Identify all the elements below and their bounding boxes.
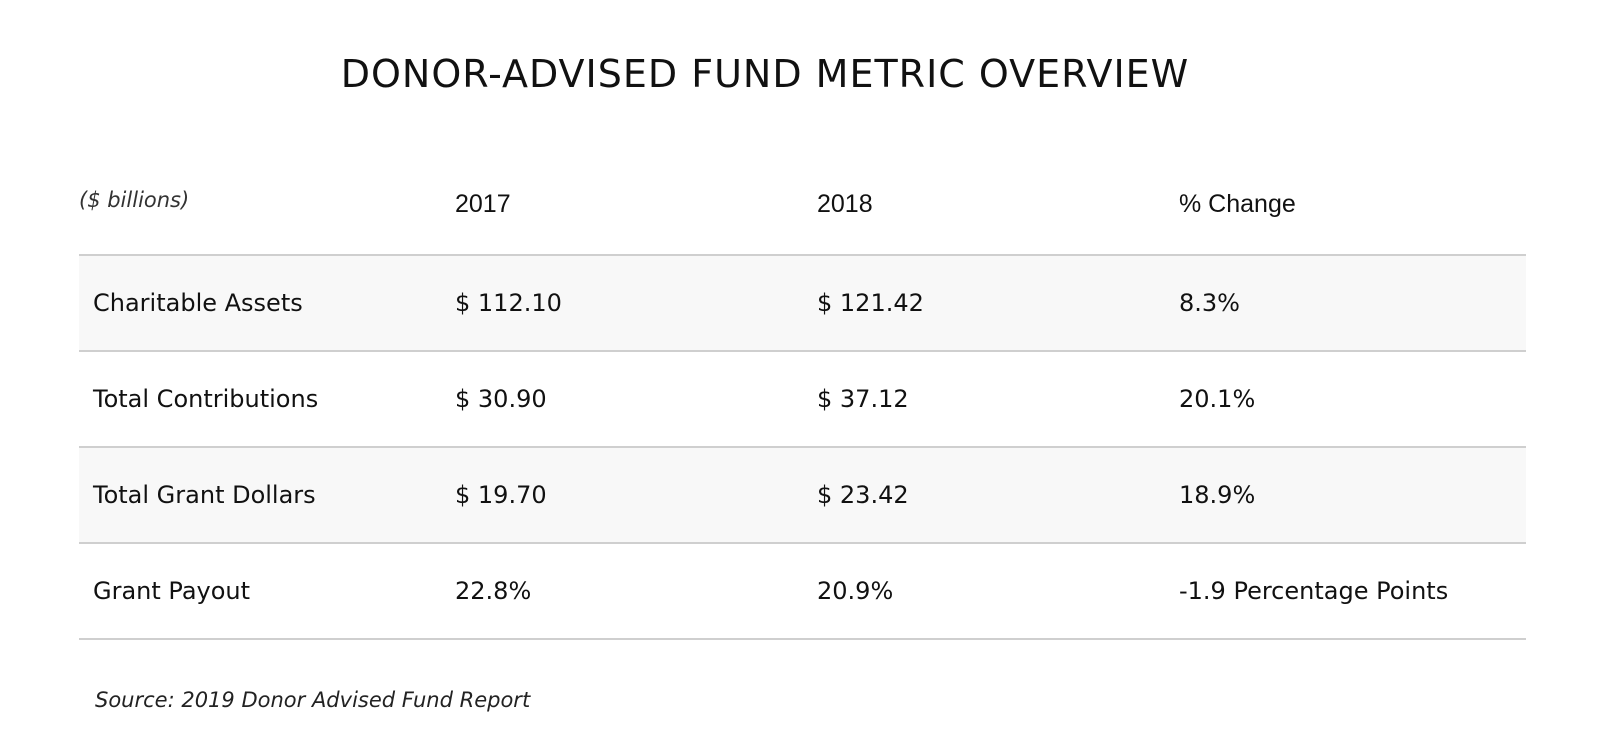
table-row-total-grant-dollars: Total Grant Dollars $ 19.70 $ 23.42 18.9… [79, 448, 1526, 544]
cell-percent-change: 20.1% [1179, 385, 1256, 413]
row-label: Total Contributions [93, 385, 319, 413]
source-note: Source: 2019 Donor Advised Fund Report [95, 688, 531, 712]
row-label: Total Grant Dollars [93, 481, 316, 509]
cell-2018: $ 23.42 [817, 481, 909, 509]
row-label: Grant Payout [93, 577, 251, 605]
cell-2018: 20.9% [817, 577, 894, 605]
cell-2017: $ 112.10 [455, 289, 562, 317]
table-title: DONOR-ADVISED FUND METRIC OVERVIEW [340, 52, 1190, 96]
cell-2017: $ 30.90 [455, 385, 547, 413]
cell-percent-change: 8.3% [1179, 289, 1240, 317]
unit-label: ($ billions) [79, 188, 190, 212]
column-header-2017: 2017 [455, 190, 511, 218]
cell-percent-change: -1.9 Percentage Points [1179, 577, 1449, 605]
table-row-grant-payout: Grant Payout 22.8% 20.9% -1.9 Percentage… [79, 544, 1526, 640]
row-label: Charitable Assets [93, 289, 303, 317]
cell-2018: $ 121.42 [817, 289, 924, 317]
table-header-row: ($ billions) 2017 2018 % Change [79, 180, 1526, 256]
column-header-percent-change: % Change [1179, 190, 1296, 218]
cell-percent-change: 18.9% [1179, 481, 1256, 509]
table-row-total-contributions: Total Contributions $ 30.90 $ 37.12 20.1… [79, 352, 1526, 448]
cell-2018: $ 37.12 [817, 385, 909, 413]
column-header-2018: 2018 [817, 190, 873, 218]
table-row-charitable-assets: Charitable Assets $ 112.10 $ 121.42 8.3% [79, 256, 1526, 352]
cell-2017: $ 19.70 [455, 481, 547, 509]
cell-2017: 22.8% [455, 577, 532, 605]
metric-table: ($ billions) 2017 2018 % Change Charitab… [79, 180, 1526, 640]
